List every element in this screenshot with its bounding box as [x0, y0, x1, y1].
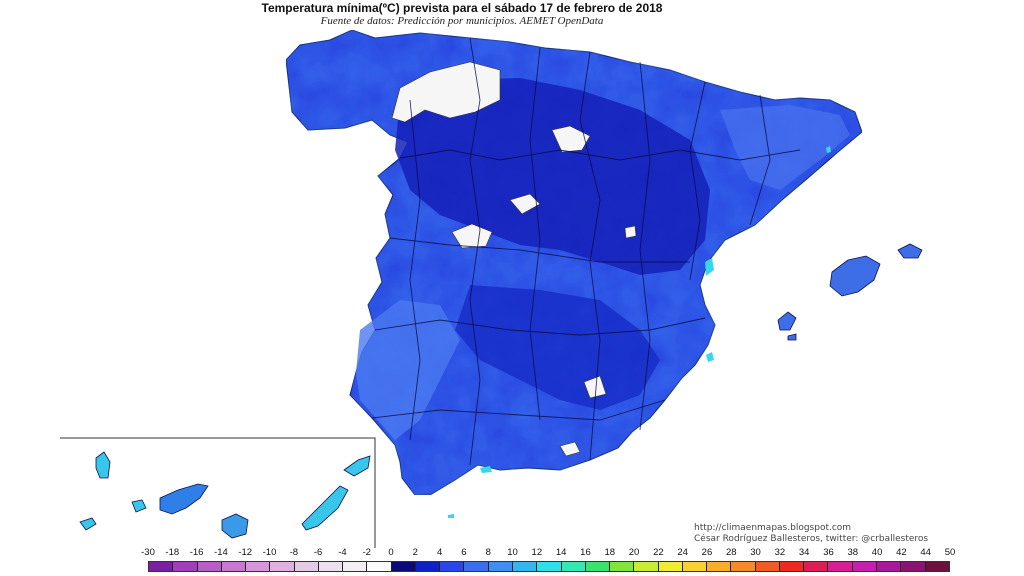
legend-swatch: [343, 562, 368, 571]
legend-tick-labels: -30 -18 -16 -14 -12 -10 -8 -6 -4 -2 0 2 4 6 8 10 12 14 16 1…: [0, 547, 1024, 559]
canary-islands-inset: [60, 437, 376, 548]
credit-url: http://climaenmapas.blogspot.com: [694, 523, 852, 533]
legend-swatch: [391, 562, 416, 571]
legend-swatch: [682, 562, 708, 571]
legend-swatch: [731, 562, 756, 571]
legend-tick-label: -30: [141, 547, 155, 558]
menorca-shape: [897, 243, 923, 259]
legend-tick-label: 28: [725, 547, 737, 558]
lanzarote-shape: [343, 455, 371, 477]
legend-swatch: [270, 562, 295, 571]
legend-tick-label: -6: [313, 547, 323, 558]
legend-swatch: [852, 562, 877, 571]
legend-tick-label: 6: [461, 547, 467, 558]
ibiza-shape: [777, 311, 797, 331]
below-zero-patches: [391, 61, 637, 457]
formentera-shape: [787, 333, 797, 341]
map-title: Temperatura mínima(ºC) prevista para el …: [261, 1, 663, 15]
legend-swatch: [561, 562, 586, 571]
legend-tick-label: 50: [944, 547, 956, 558]
map-subtitle: Fuente de datos: Predicción por municipi…: [320, 15, 604, 27]
legend-swatch: [221, 562, 247, 571]
la-palma-shape: [95, 451, 111, 479]
legend-tick-label: 44: [920, 547, 931, 558]
legend-swatch: [804, 562, 829, 571]
legend-tick-label: 30: [750, 547, 761, 558]
legend-tick-label: 22: [653, 547, 664, 558]
el-hierro-shape: [79, 517, 97, 531]
legend-tick-label: 24: [677, 547, 688, 558]
legend-swatch: [537, 562, 562, 571]
legend-swatch: [415, 562, 441, 571]
legend-swatch: [585, 562, 611, 571]
legend-tick-label: 2: [412, 547, 418, 558]
legend-tick-label: 20: [628, 547, 640, 558]
legend-tick-label: -16: [189, 547, 204, 558]
legend-tick-label: 14: [555, 547, 567, 558]
legend-tick-label: 42: [896, 547, 907, 558]
legend-swatch: [294, 562, 319, 571]
gran-canaria-shape: [221, 513, 249, 539]
legend-tick-label: -10: [262, 547, 277, 558]
coastal-warm-spots: [448, 146, 831, 518]
legend-tick-label: 0: [388, 547, 394, 558]
legend-tick-label: 8: [485, 547, 491, 558]
credit-author: César Rodríguez Ballesteros, twitter: @c…: [694, 534, 929, 544]
legend-swatch: [876, 562, 902, 571]
western-light-belt: [356, 300, 460, 440]
legend-tick-label: 4: [436, 547, 443, 558]
legend-swatch: [440, 562, 465, 571]
dark-core-south: [455, 285, 660, 410]
legend-swatch: [610, 562, 635, 571]
legend-tick-label: -8: [289, 547, 299, 558]
legend-tick-label: 26: [701, 547, 713, 558]
balearic-islands: [777, 243, 923, 341]
legend-tick-label: 36: [823, 547, 834, 558]
legend-tick-label: -4: [338, 547, 347, 558]
province-borders: [371, 37, 801, 466]
legend-tick-label: 38: [847, 547, 859, 558]
legend-tick-label: 40: [871, 547, 883, 558]
la-gomera-shape: [131, 499, 147, 513]
legend-tick-label: 34: [798, 547, 810, 558]
tenerife-shape: [159, 483, 209, 515]
inset-frame: [60, 437, 376, 548]
color-scale-bar: [148, 561, 950, 572]
legend-swatch: [173, 562, 198, 571]
legend-swatch: [464, 562, 489, 571]
legend-swatch: [149, 562, 174, 571]
legend-tick-label: 16: [580, 547, 591, 558]
legend-tick-label: -18: [165, 547, 180, 558]
legend-tick-label: -14: [214, 547, 228, 558]
legend-swatch: [707, 562, 732, 571]
peninsula: [285, 29, 863, 518]
legend-swatch: [488, 562, 513, 571]
legend-tick-label: 10: [507, 547, 518, 558]
legend-tick-label: 32: [774, 547, 786, 558]
legend-swatch: [779, 562, 805, 571]
legend-swatch: [197, 562, 222, 571]
legend-swatch: [634, 562, 659, 571]
legend-swatch: [318, 562, 344, 571]
legend-tick-label: 12: [531, 547, 543, 558]
legend-swatch: [828, 562, 853, 571]
legend-tick-label: -12: [238, 547, 253, 558]
northeast-light-belt: [720, 105, 850, 190]
legend-swatch: [246, 562, 271, 571]
fuerteventura-shape: [301, 485, 349, 531]
legend-tick-label: 18: [604, 547, 616, 558]
legend-swatch: [367, 562, 392, 571]
legend-swatch: [901, 562, 926, 571]
legend-swatch: [755, 562, 780, 571]
legend-swatch: [658, 562, 683, 571]
legend-swatch: [925, 562, 949, 571]
legend-tick-label: -2: [362, 547, 371, 558]
legend-swatch: [512, 562, 538, 571]
mallorca-shape: [829, 255, 881, 297]
